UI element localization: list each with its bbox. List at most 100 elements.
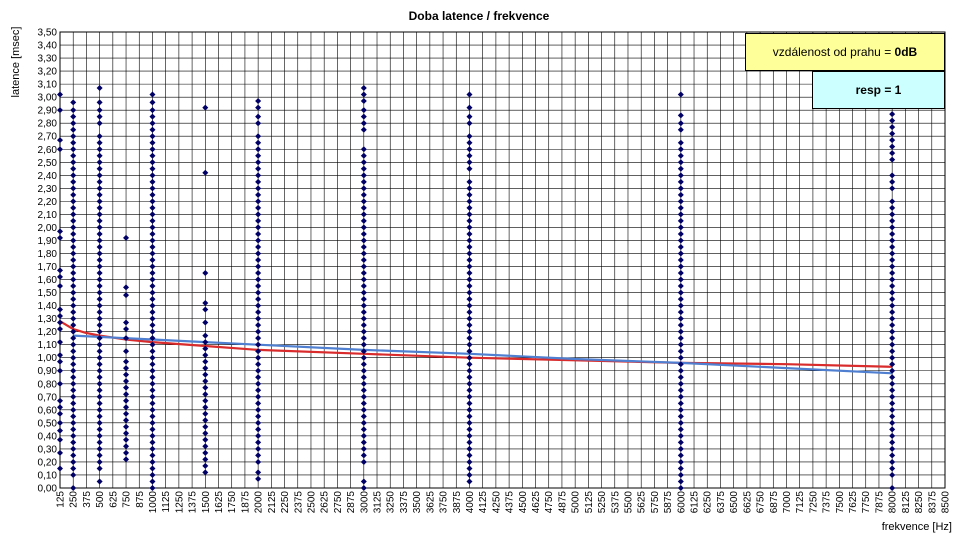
data-point — [96, 406, 103, 413]
data-point — [889, 465, 896, 472]
data-point — [889, 361, 896, 368]
data-point — [255, 296, 262, 303]
data-point — [889, 452, 896, 459]
data-point — [70, 139, 77, 146]
data-point — [96, 478, 103, 485]
data-point — [466, 250, 473, 257]
y-tick-label: 2,40 — [38, 171, 58, 182]
data-point — [57, 234, 63, 241]
data-point — [57, 358, 63, 365]
data-point — [70, 400, 77, 407]
x-tick-label: 3875 — [452, 491, 463, 514]
data-point — [255, 146, 262, 153]
data-point — [96, 257, 103, 263]
data-point — [360, 445, 367, 452]
data-point — [96, 113, 103, 120]
data-point — [466, 283, 473, 290]
data-point — [149, 159, 156, 166]
y-tick-label: 1,50 — [38, 288, 58, 299]
data-point — [889, 137, 896, 144]
data-point — [57, 410, 63, 417]
data-point — [255, 374, 262, 381]
data-point — [96, 289, 103, 296]
data-point — [57, 313, 63, 320]
data-point — [255, 406, 262, 413]
data-point — [360, 393, 367, 400]
data-point — [677, 485, 684, 491]
data-point — [70, 113, 77, 120]
data-point — [149, 361, 156, 368]
data-point — [466, 400, 473, 407]
x-tick-label: 2875 — [346, 491, 357, 514]
data-point — [360, 485, 367, 491]
x-tick-label: 4625 — [531, 491, 542, 514]
data-point — [123, 410, 130, 417]
x-tick-label: 500 — [95, 491, 106, 508]
data-point — [96, 374, 103, 381]
data-point — [889, 111, 896, 118]
y-tick-label: 2,50 — [38, 158, 58, 169]
data-point — [70, 276, 77, 283]
data-point — [70, 309, 77, 316]
y-axis-label: latence [msec] — [10, 27, 22, 98]
data-point — [202, 456, 209, 463]
data-point — [96, 348, 103, 355]
data-point — [70, 198, 77, 205]
data-point — [360, 237, 367, 244]
data-point — [677, 374, 684, 381]
x-tick-label: 7250 — [808, 491, 819, 514]
data-point — [70, 204, 77, 211]
x-tick-label: 3625 — [425, 491, 436, 514]
x-tick-label: 875 — [135, 491, 146, 508]
data-point — [149, 146, 156, 153]
x-tick-label: 5250 — [597, 491, 608, 514]
data-point — [57, 465, 63, 472]
data-point — [123, 404, 130, 411]
x-tick-label: 3125 — [373, 491, 384, 514]
data-point — [889, 296, 896, 303]
data-point — [96, 354, 103, 361]
data-point — [96, 452, 103, 459]
data-point — [149, 178, 156, 185]
data-point — [360, 178, 367, 185]
data-point — [70, 107, 77, 114]
data-point — [677, 413, 684, 420]
data-point — [149, 380, 156, 387]
data-point — [889, 270, 896, 277]
data-point — [677, 224, 684, 231]
x-tick-label: 6250 — [703, 491, 714, 514]
data-point — [360, 380, 367, 387]
data-point — [466, 159, 473, 166]
data-point — [889, 211, 896, 218]
data-point — [149, 224, 156, 231]
data-point — [889, 348, 896, 355]
x-tick-label: 2625 — [320, 491, 331, 514]
data-point — [677, 400, 684, 407]
x-tick-label: 4500 — [518, 491, 529, 514]
data-point — [677, 348, 684, 355]
data-point — [202, 270, 209, 277]
data-point — [466, 335, 473, 342]
data-point — [255, 283, 262, 290]
data-point — [96, 133, 103, 140]
data-point — [149, 439, 156, 446]
data-point — [255, 204, 262, 211]
data-point — [96, 283, 103, 290]
data-point — [466, 387, 473, 394]
data-point — [889, 315, 896, 322]
data-point — [255, 152, 262, 159]
data-point — [202, 319, 209, 326]
data-point — [123, 449, 130, 456]
data-point — [889, 413, 896, 420]
x-tick-label: 1875 — [240, 491, 251, 514]
data-point — [255, 341, 262, 348]
data-point — [360, 224, 367, 231]
data-point — [677, 419, 684, 426]
data-point — [466, 165, 473, 172]
y-tick-label: 0,40 — [38, 431, 58, 442]
data-point — [889, 406, 896, 413]
y-tick-label: 3,50 — [38, 28, 58, 39]
data-point — [360, 263, 367, 270]
data-point — [466, 237, 473, 244]
y-tick-label: 2,90 — [38, 106, 58, 117]
